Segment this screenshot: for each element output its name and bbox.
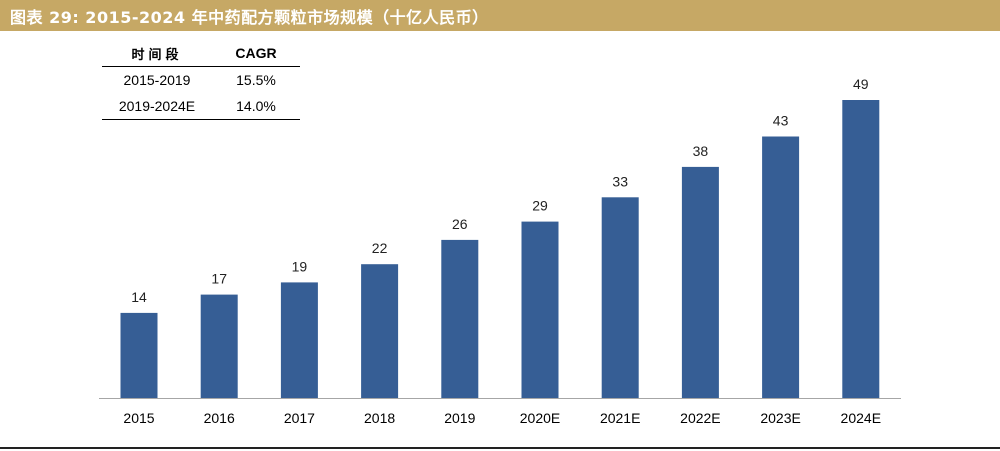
x-tick-label: 2016: [204, 410, 235, 426]
data-label: 38: [693, 143, 709, 159]
data-label: 43: [773, 113, 789, 129]
chart-title: 图表 29: 2015-2024 年中药配方颗粒市场规模（十亿人民币）: [10, 7, 489, 27]
bar-2021E: [601, 197, 639, 398]
x-tick-label: 2023E: [760, 410, 800, 426]
x-tick-label: 2019: [444, 410, 475, 426]
cagr-table-row: 2015-2019 15.5%: [102, 67, 300, 94]
bar-2017: [280, 282, 318, 398]
cagr-row-period: 2015-2019: [123, 72, 191, 88]
bar-2018: [361, 264, 399, 398]
title-bar: 图表 29: 2015-2024 年中药配方颗粒市场规模（十亿人民币）: [0, 0, 1000, 31]
cagr-table: 时间段 CAGR 2015-2019 15.5% 2019-2024E 14.0…: [102, 40, 300, 120]
x-tick-label: 2017: [284, 410, 315, 426]
bar-2022E: [681, 166, 719, 398]
x-tick-label: 2020E: [520, 410, 560, 426]
bar-2024E: [842, 100, 880, 398]
x-tick-label: 2018: [364, 410, 395, 426]
bar-2015: [120, 312, 158, 398]
bar-2016: [200, 294, 238, 398]
data-label: 49: [853, 76, 869, 92]
cagr-table-header-row: 时间段 CAGR: [102, 40, 300, 67]
bottom-rule: [0, 447, 1000, 449]
data-label: 17: [211, 271, 227, 287]
data-label: 14: [131, 289, 147, 305]
cagr-row-value: 15.5%: [236, 72, 276, 88]
x-tick-label: 2024E: [841, 410, 881, 426]
data-label: 29: [532, 198, 548, 214]
cagr-row-period: 2019-2024E: [102, 93, 212, 120]
data-label: 26: [452, 216, 468, 232]
cagr-header-cagr: CAGR: [212, 40, 300, 67]
bar-2023E: [762, 136, 800, 398]
bar-2020E: [521, 221, 559, 398]
x-tick-label: 2021E: [600, 410, 640, 426]
cagr-table-row: 2019-2024E 14.0%: [102, 93, 300, 120]
bar-2019: [441, 239, 479, 398]
data-label: 33: [612, 173, 628, 189]
cagr-row-value: 14.0%: [212, 93, 300, 120]
data-label: 19: [292, 258, 308, 274]
x-tick-label: 2015: [123, 410, 154, 426]
cagr-header-period: 时间段: [102, 40, 212, 67]
data-label: 22: [372, 240, 388, 256]
x-tick-label: 2022E: [680, 410, 720, 426]
